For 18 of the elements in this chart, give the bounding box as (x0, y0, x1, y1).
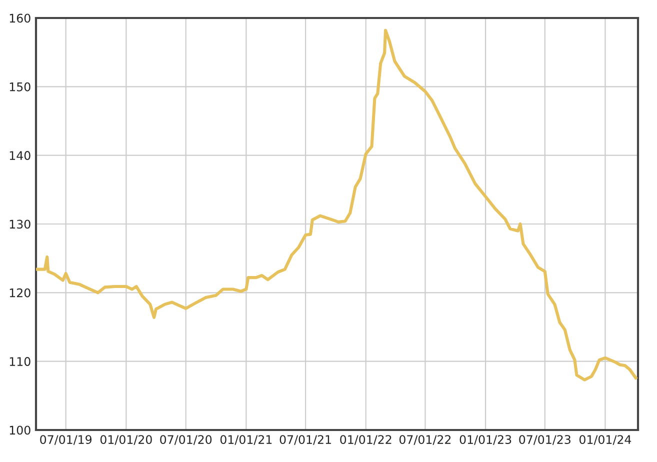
y-tick-label: 150 (10, 82, 30, 92)
x-tick-label: 07/01/23 (519, 435, 570, 445)
x-tick-label: 01/01/22 (340, 435, 392, 445)
x-tick-label: 01/01/21 (220, 435, 272, 445)
x-tick-label: 01/01/20 (100, 435, 152, 445)
x-tick-label: 01/01/23 (460, 435, 512, 445)
y-tick-label: 110 (10, 357, 30, 366)
y-tick-label: 120 (10, 288, 30, 298)
x-tick-label: 07/01/22 (399, 435, 451, 445)
x-tick-label: 07/01/19 (40, 435, 92, 445)
x-tick-label: 01/01/24 (579, 435, 632, 445)
y-tick-label: 140 (10, 151, 30, 160)
line-series (36, 28, 638, 382)
y-tick-label: 100 (10, 426, 30, 435)
x-tick-label: 07/01/20 (160, 435, 212, 445)
x-tick-label: 07/01/21 (280, 435, 331, 445)
y-tick-label: 130 (10, 220, 30, 229)
y-tick-label: 160 (10, 14, 30, 23)
